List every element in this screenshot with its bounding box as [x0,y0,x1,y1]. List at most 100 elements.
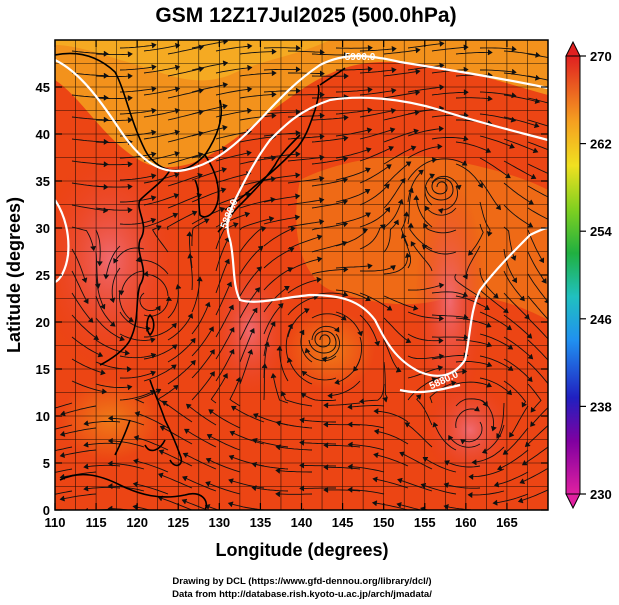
streamline [527,317,548,340]
streamline-arrow [183,428,190,434]
streamline-arrow [83,485,89,492]
streamline [118,289,134,322]
streamline-arrow [491,425,497,432]
streamline-arrow [83,463,89,470]
colorbar-tick-label: 230 [590,487,612,502]
streamline-arrow [506,325,512,331]
streamline [215,349,234,382]
streamline [188,232,193,269]
streamline [158,496,193,510]
streamline-arrow [171,322,177,329]
streamline-arrow [581,212,586,217]
streamline-arrow [295,130,301,136]
streamline [503,226,516,261]
streamline-arrow [556,175,561,180]
streamline-arrow [391,67,397,73]
streamline [335,189,370,203]
streamline-arrow [526,333,533,339]
streamline-arrow [437,365,444,371]
streamline [407,188,413,225]
streamline-arrow [83,420,89,427]
streamline-arrow [463,89,469,96]
streamline-arrow [275,444,281,451]
streamline-arrow [151,151,157,158]
streamline-arrow [342,291,349,298]
streamline [311,200,348,209]
streamline [422,244,457,255]
streamline [239,217,274,231]
streamline-arrow [405,337,412,344]
y-tick-label: 25 [36,268,50,283]
streamline [334,358,361,384]
streamline [133,460,169,473]
streamline [518,510,552,521]
streamline-arrow [128,316,134,322]
streamline-arrow [367,86,373,93]
contour-5880-central [226,96,548,377]
streamline [191,126,228,137]
streamline-arrow [222,103,228,110]
streamline [328,380,361,397]
streamline-arrow [528,199,534,205]
credit-data: Data from http://database.rish.kyoto-u.a… [172,589,432,600]
streamline [119,109,156,115]
streamline [84,420,121,425]
streamline-arrow [299,329,305,336]
streamline-arrow [118,290,125,296]
streamline-arrow [493,293,499,299]
streamline-arrow [127,95,133,101]
streamline-arrow [278,303,284,309]
streamline-arrow [37,430,41,435]
streamline [415,195,433,228]
streamline [182,476,217,492]
streamline-arrow [299,417,305,424]
streamline-arrow [439,40,445,47]
vortex-central [308,330,337,354]
streamline-arrow [362,228,368,234]
streamline [373,478,409,489]
streamline [119,174,156,181]
streamline-arrow [521,460,528,466]
streamline-arrow [399,451,405,457]
streamline-arrow [410,145,417,151]
y-tick-label: 35 [36,174,50,189]
streamline [444,460,481,468]
streamline-arrow [284,286,290,291]
streamline-arrow [174,42,181,49]
streamline [71,226,95,251]
streamline [71,292,94,323]
streamline-arrow [101,388,108,395]
streamline [113,247,145,264]
streamline [95,317,125,341]
streamline [311,178,348,187]
streamline [400,212,409,247]
streamline [231,405,265,423]
streamline-arrow [365,212,371,218]
streamline [335,128,372,137]
streamline [281,391,313,407]
streamline [503,182,534,205]
coastline-china [99,169,171,366]
streamline-arrow [512,277,517,284]
streamline-arrow [342,156,349,162]
streamline-arrow [511,46,517,52]
streamline-arrow [485,147,492,154]
streamline-arrow [304,308,310,314]
streamline [359,183,390,206]
streamline [84,464,121,468]
streamline [133,505,151,510]
streamline [383,70,420,77]
streamline [215,305,234,338]
streamline [300,419,336,423]
streamline [119,371,156,379]
streamline-arrow [158,472,164,479]
streamline-arrow [443,482,450,488]
streamline-arrow [443,504,449,510]
streamline [71,138,108,143]
temperature-field-cool-southeast [425,380,515,480]
streamline [407,333,443,342]
streamline-arrow [385,206,391,213]
streamline-arrow [209,371,215,377]
streamline-arrow [334,379,340,385]
streamline [143,213,178,228]
